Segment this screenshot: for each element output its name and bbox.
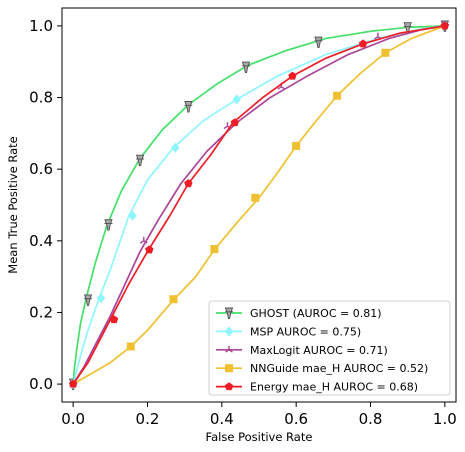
- series-point: [292, 141, 301, 150]
- series-point: [126, 342, 135, 351]
- series-point: [232, 94, 241, 105]
- legend-box: [208, 300, 451, 396]
- legend-entry: NNGuide mae_H AUROC = 0.52): [216, 362, 428, 375]
- series-point: [109, 315, 119, 324]
- series-point: [104, 219, 113, 231]
- series-point: [288, 71, 297, 80]
- series-point: [171, 142, 180, 153]
- series-4: [68, 21, 450, 388]
- x-tick-label: 0.6: [284, 410, 308, 428]
- series-point: [96, 293, 106, 304]
- series-point: [251, 193, 260, 202]
- series-point: [381, 48, 390, 57]
- y-tick-label: 0.4: [29, 232, 53, 250]
- series-point: [83, 294, 93, 306]
- series-line: [72, 25, 445, 385]
- series-point: [135, 154, 145, 167]
- axis-ticks: 0.0 0.2 0.4 0.6 0.8 1.0 0.0 0.2 0.4 0.6 0.8 1.0: [29, 17, 457, 428]
- legend-marker: [224, 307, 234, 319]
- x-tick-label: 0.4: [210, 410, 234, 428]
- series-0: [69, 20, 449, 391]
- x-axis-label: False Positive Rate: [206, 430, 313, 444]
- legend-entry: GHOST (AUROC = 0.81): [216, 307, 382, 320]
- series-line: [72, 25, 445, 385]
- series-point: [210, 245, 219, 254]
- x-tick-label: 1.0: [433, 410, 457, 428]
- series-point: [145, 245, 154, 254]
- series-point: [358, 39, 368, 48]
- legend-marker: [225, 345, 233, 353]
- series-line: [72, 25, 445, 385]
- legend-label: NNGuide mae_H AUROC = 0.52): [250, 362, 428, 375]
- series-point: [128, 210, 137, 221]
- y-tick-label: 1.0: [29, 17, 53, 35]
- legend-label: MaxLogit AUROC = 0.71): [250, 344, 388, 357]
- series-point: [139, 236, 148, 244]
- legend-entry: MSP AUROC = 0.75): [216, 325, 361, 338]
- series-point: [184, 179, 193, 188]
- series-point: [169, 295, 178, 304]
- legend-marker: [225, 364, 233, 373]
- y-tick-label: 0.8: [29, 89, 53, 107]
- legend-marker: [224, 382, 234, 391]
- legend-label: GHOST (AUROC = 0.81): [250, 307, 382, 320]
- x-tick-label: 0.2: [136, 410, 160, 428]
- y-tick-label: 0.2: [29, 303, 53, 321]
- series-3: [72, 25, 446, 385]
- series-point: [184, 101, 193, 113]
- series-point: [333, 91, 342, 100]
- series-point: [440, 21, 450, 30]
- legend-entry: Energy mae_H AUROC = 0.68): [216, 381, 418, 394]
- series-point: [314, 36, 323, 48]
- y-tick-label: 0.0: [29, 375, 53, 393]
- legend-marker: [224, 326, 234, 337]
- legend-label: MSP AUROC = 0.75): [250, 325, 361, 338]
- legend-entry: MaxLogit AUROC = 0.71): [216, 344, 388, 357]
- x-tick-label: 0.0: [61, 410, 85, 428]
- y-axis-label: Mean True Positive Rate: [6, 136, 20, 273]
- plot-frame: [61, 7, 457, 403]
- series-point: [68, 379, 78, 388]
- legend-label: Energy mae_H AUROC = 0.68): [250, 381, 418, 394]
- plot-area: [68, 20, 450, 391]
- x-tick-label: 0.8: [359, 410, 383, 428]
- series-point: [230, 118, 240, 127]
- series-point: [241, 61, 251, 74]
- y-tick-label: 0.6: [29, 160, 53, 178]
- legend: GHOST (AUROC = 0.81) MSP AUROC = 0.75) Max…: [208, 300, 451, 396]
